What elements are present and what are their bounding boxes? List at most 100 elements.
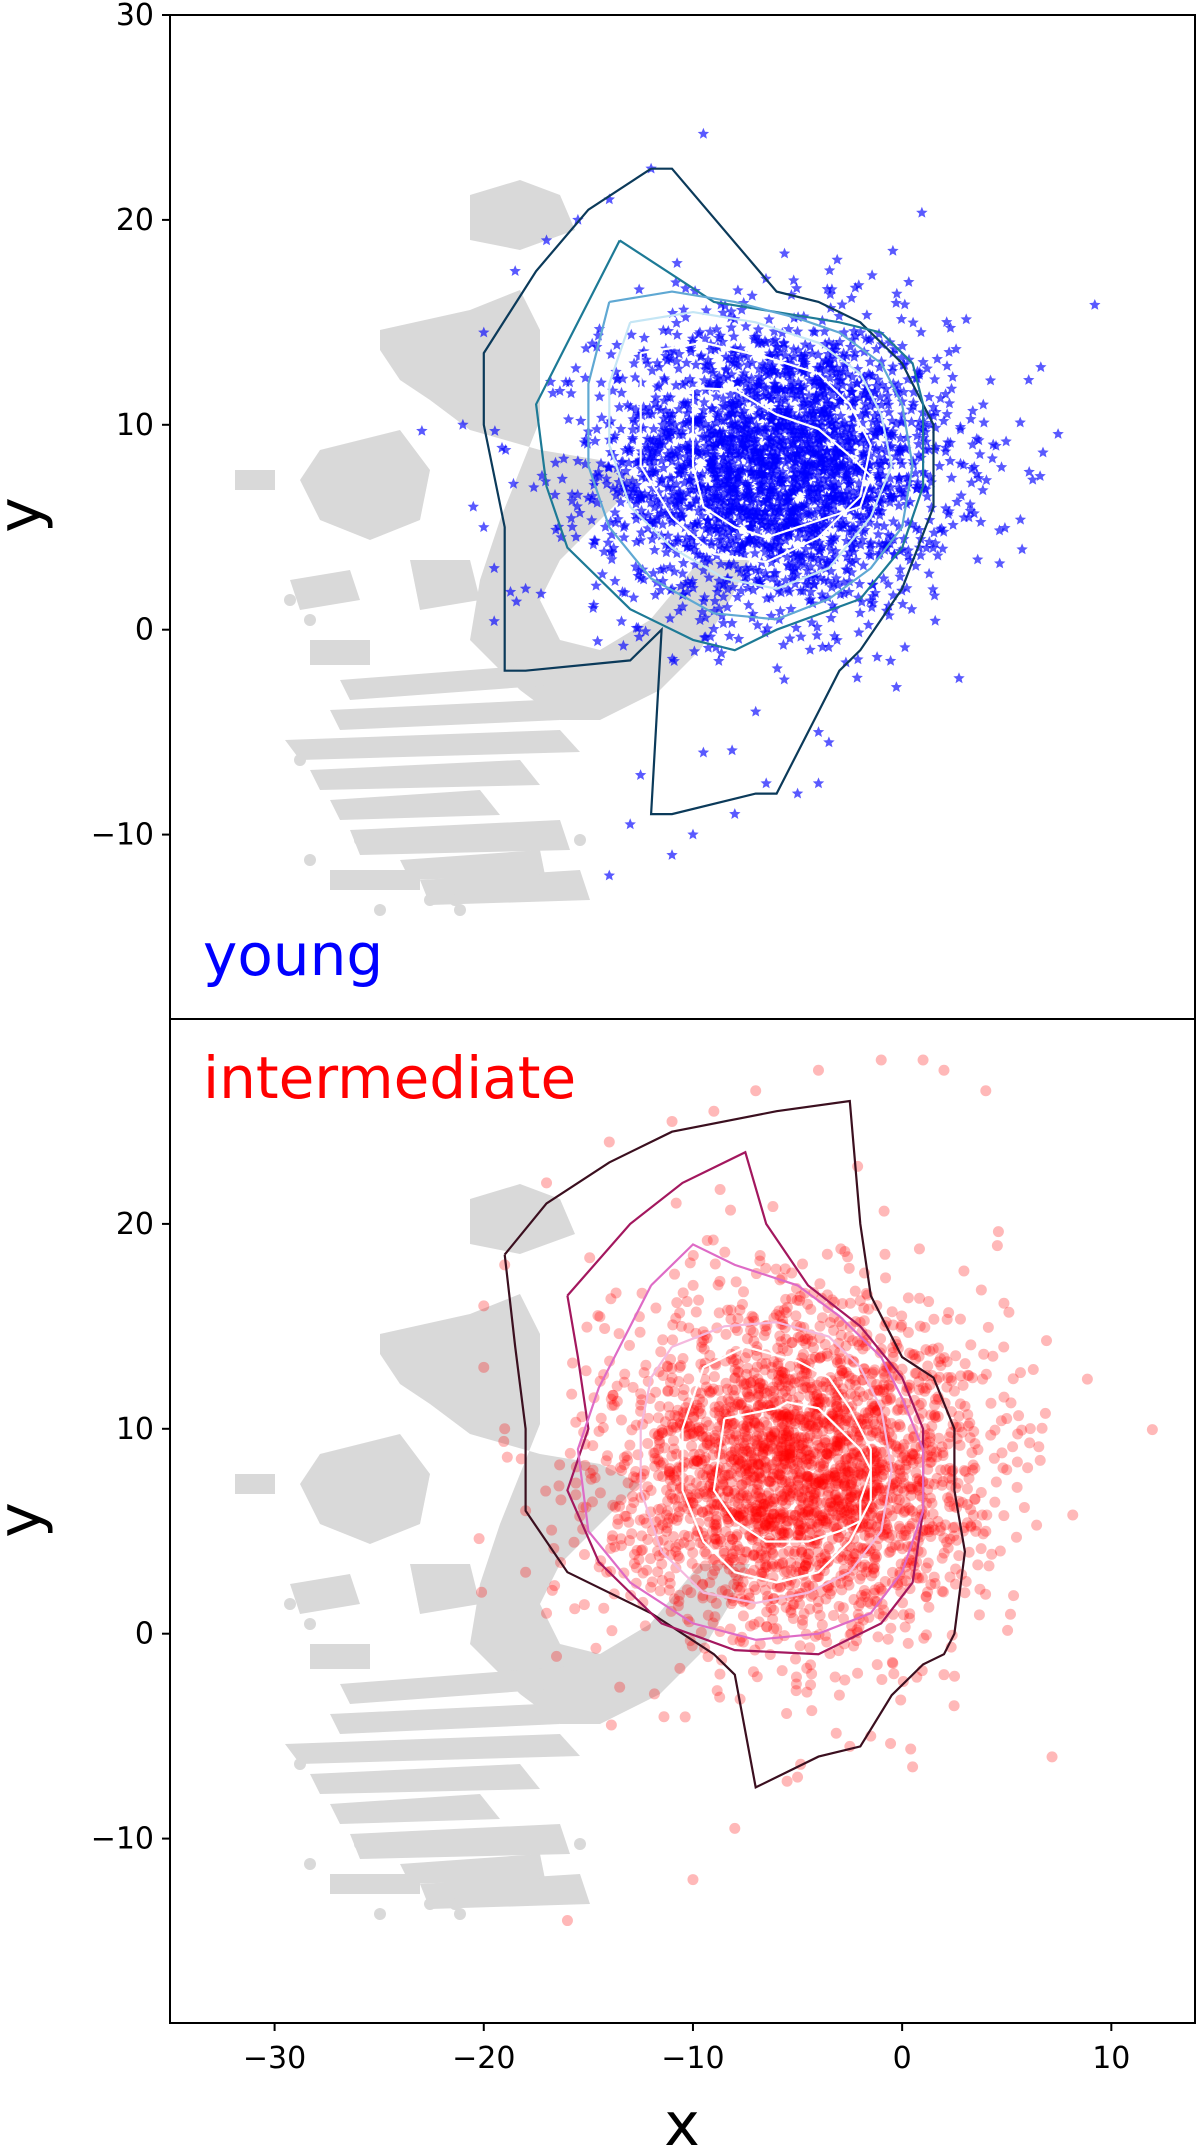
circle-marker [721,1383,733,1395]
star-marker [750,564,762,575]
circle-marker [783,1373,795,1385]
star-marker [592,329,605,341]
star-marker [779,391,791,403]
circle-marker [653,1429,665,1441]
star-marker [622,442,635,454]
star-marker [787,384,799,395]
circle-marker [663,1465,675,1477]
circle-marker [677,1390,689,1402]
circle-marker [671,1514,683,1526]
circle-marker [871,1485,883,1497]
circle-marker [615,1462,627,1474]
star-marker [804,410,816,422]
circle-marker [714,1275,726,1287]
circle-marker [780,1458,792,1470]
circle-marker [764,1476,776,1488]
circle-marker [871,1596,883,1608]
circle-marker [684,1539,696,1551]
star-marker [674,443,686,454]
star-marker [688,544,701,555]
circle-marker [648,1688,660,1700]
circle-marker [787,1487,799,1499]
circle-marker [886,1510,898,1522]
circle-marker [728,1453,740,1465]
circle-marker [755,1458,767,1470]
star-marker [832,579,844,591]
circle-marker [612,1518,624,1530]
circle-marker [844,1378,856,1390]
star-marker [811,482,823,493]
star-marker [865,333,877,344]
circle-marker [738,1378,750,1390]
circle-marker [778,1406,790,1418]
circle-marker [845,1486,857,1498]
star-marker [773,522,785,534]
star-marker [692,504,705,516]
circle-marker [829,1477,841,1489]
circle-marker [767,1201,779,1213]
circle-marker [944,1501,956,1513]
circle-marker [776,1474,788,1486]
star-marker [869,429,881,440]
star-marker [944,322,957,333]
circle-marker [612,1513,624,1525]
star-marker [642,522,654,534]
circle-marker [855,1467,867,1479]
circle-marker [670,1541,682,1553]
circle-marker [842,1466,854,1478]
circle-marker [776,1558,788,1570]
circle-marker [766,1558,778,1570]
circle-marker [782,1484,794,1496]
circle-marker [777,1509,789,1521]
circle-marker [782,1515,794,1527]
circle-marker [829,1671,841,1683]
star-marker [728,330,740,342]
circle-marker [668,1471,680,1483]
circle-marker [728,1434,740,1446]
circle-marker [778,1512,790,1524]
circle-marker [775,1441,787,1453]
circle-marker [625,1589,637,1601]
circle-marker [782,1411,794,1423]
circle-marker [853,1621,865,1633]
circle-marker [587,1464,599,1476]
circle-marker [922,1557,934,1569]
circle-marker [654,1437,666,1449]
star-marker [832,438,844,450]
star-marker [751,514,764,525]
star-marker [683,403,695,414]
star-marker [778,673,790,685]
circle-marker [880,1393,892,1405]
circle-marker [784,1491,796,1503]
circle-marker [757,1505,769,1517]
circle-marker [822,1473,834,1485]
star-marker [615,469,628,481]
circle-marker [829,1471,841,1483]
circle-marker [664,1409,676,1421]
star-marker [416,425,428,436]
circle-marker [832,1410,844,1422]
circle-marker [760,1467,772,1479]
circle-marker [772,1342,784,1354]
circle-marker [766,1500,778,1512]
circle-marker [869,1561,881,1573]
circle-marker [691,1454,703,1466]
circle-marker [787,1458,799,1470]
star-marker [780,442,792,454]
star-marker [715,432,727,443]
star-marker [752,573,765,584]
circle-marker [658,1442,670,1454]
star-marker [650,391,662,403]
star-marker [990,440,1002,451]
circle-marker [628,1471,640,1483]
circle-marker [623,1339,635,1351]
star-marker [630,621,643,633]
circle-marker [891,1476,903,1488]
circle-marker [693,1393,705,1405]
star-marker [965,476,978,488]
star-marker [785,603,797,614]
circle-marker [801,1662,813,1674]
circle-marker [701,1234,713,1246]
map-region [285,730,580,760]
circle-marker [801,1557,813,1569]
